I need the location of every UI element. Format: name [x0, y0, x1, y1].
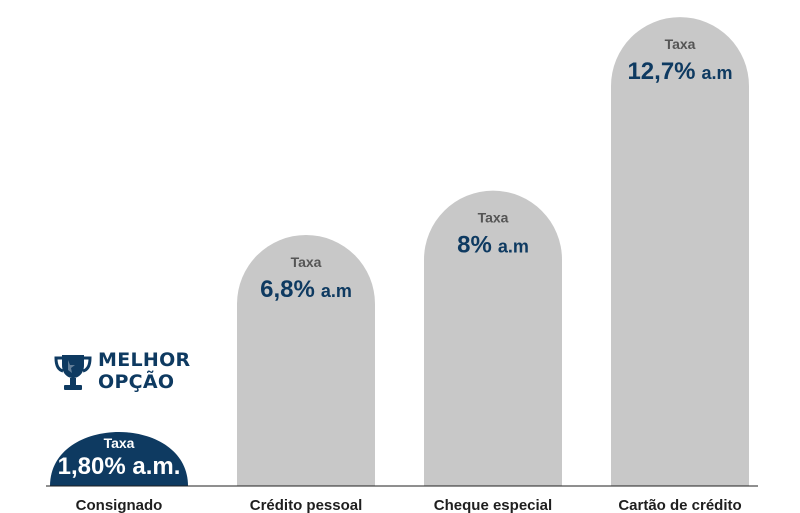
badge-line-2: OPÇÃO — [98, 371, 175, 393]
bar-group-4: Taxa 12,7% a.m Cartão de crédito — [611, 17, 749, 513]
bar-value-label: 12,7% a.m — [627, 58, 732, 85]
category-label: Cartão de crédito — [618, 497, 741, 513]
badge-line-1: MELHOR — [98, 349, 191, 371]
category-label: Cheque especial — [434, 497, 552, 513]
bar-value-label: 6,8% a.m — [260, 276, 352, 303]
bar — [424, 190, 562, 486]
best-option-badge: MELHOR OPÇÃO — [52, 349, 202, 399]
trophy-icon — [54, 355, 92, 390]
category-label: Crédito pessoal — [250, 497, 363, 513]
bar-label-title: Taxa — [291, 254, 322, 270]
bar — [237, 234, 375, 486]
bar-group-2: Taxa 6,8% a.m Crédito pessoal — [237, 234, 375, 513]
bar-group-3: Taxa 8% a.m Cheque especial — [424, 190, 562, 513]
bar-group-1: Taxa 1,80% a.m. Consignado — [50, 432, 188, 513]
bar-label-title: Taxa — [478, 210, 509, 226]
category-label: Consignado — [76, 497, 163, 513]
bar-label-title: Taxa — [665, 36, 696, 52]
bar-value-label: 1,80% a.m. — [58, 453, 181, 480]
bar — [50, 432, 188, 486]
bar — [611, 17, 749, 487]
bar-value-label: 8% a.m — [457, 232, 529, 259]
bar-label-title: Taxa — [104, 435, 135, 451]
